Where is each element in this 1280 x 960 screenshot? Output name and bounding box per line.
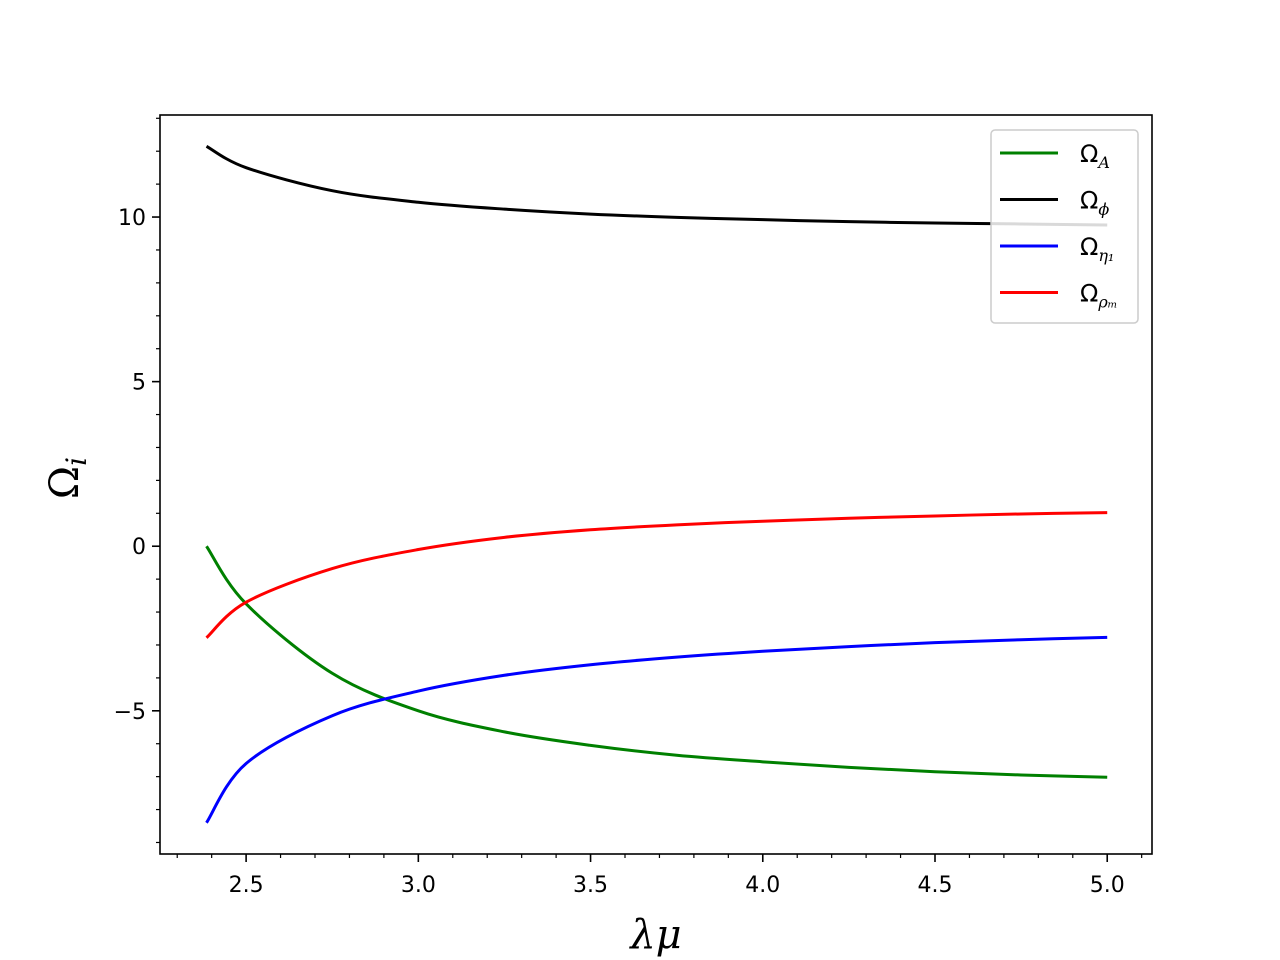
series-line-0 (205, 545, 1108, 779)
plot-area (160, 115, 1152, 854)
legend-label-3: Ωρₘ (1080, 280, 1118, 312)
legend: ΩA Ωϕ Ωη₁ Ωρₘ (990, 129, 1139, 324)
x-tick-label: 3.0 (401, 873, 436, 898)
y-axis: −5 0 5 10 (114, 117, 160, 844)
series-line-1 (205, 144, 1108, 227)
y-axis-label-sub: i (60, 457, 93, 466)
legend-label-1: Ωϕ (1080, 187, 1109, 219)
series-line-3 (205, 511, 1108, 639)
svg-text:Ωi: Ωi (42, 457, 93, 499)
y-axis-label: Ωi (42, 457, 93, 499)
x-tick-label: 4.0 (745, 873, 780, 898)
legend-label-0: ΩA (1080, 140, 1110, 172)
y-tick-label: −5 (114, 700, 146, 725)
x-axis: 2.5 3.0 3.5 4.0 4.5 5.0 (176, 854, 1143, 898)
x-tick-label: 3.5 (573, 873, 608, 898)
x-tick-label: 2.5 (229, 873, 264, 898)
y-tick-label: 10 (118, 206, 146, 231)
x-axis-label: λμ (628, 912, 681, 958)
series-layer (205, 144, 1108, 824)
x-tick-label: 4.5 (918, 873, 953, 898)
y-axis-label-main: Ω (42, 466, 88, 499)
series-line-2 (205, 635, 1108, 824)
y-tick-label: 5 (132, 371, 146, 396)
legend-box (990, 129, 1139, 324)
legend-label-2: Ωη₁ (1080, 233, 1114, 265)
y-tick-label: 0 (132, 535, 146, 560)
x-tick-label: 5.0 (1090, 873, 1125, 898)
plot-frame (159, 114, 1153, 855)
